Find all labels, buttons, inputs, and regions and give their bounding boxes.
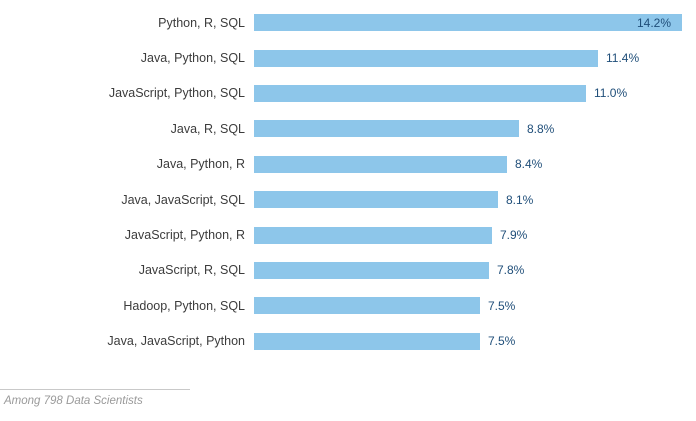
bar-track: 8.1% [254, 191, 696, 209]
bar[interactable] [254, 226, 492, 244]
category-label: Java, JavaScript, SQL [121, 192, 245, 207]
value-label: 11.4% [606, 51, 640, 66]
bar[interactable] [254, 49, 598, 67]
chart-row: Java, JavaScript, Python 7.5% [0, 324, 696, 359]
value-label: 7.9% [500, 228, 528, 243]
bar-track: 11.4% [254, 49, 696, 67]
bar-track: 8.8% [254, 120, 696, 138]
bar[interactable] [254, 261, 489, 279]
bar[interactable] [254, 84, 586, 102]
value-label: 14.2% [637, 15, 672, 30]
value-label: 8.1% [506, 192, 534, 207]
value-label: 7.5% [488, 334, 516, 349]
chart-row: Java, R, SQL 8.8% [0, 111, 696, 146]
value-label: 8.4% [515, 157, 543, 172]
chart-row: Java, Python, R 8.4% [0, 147, 696, 182]
value-label: 7.5% [488, 298, 516, 313]
value-label: 7.8% [497, 263, 525, 278]
category-label: Hadoop, Python, SQL [123, 298, 245, 313]
footnote: Among 798 Data Scientists [4, 395, 143, 407]
bar[interactable] [254, 120, 519, 138]
bar[interactable] [254, 297, 480, 315]
chart-row: JavaScript, Python, R 7.9% [0, 217, 696, 252]
bar[interactable] [254, 191, 498, 209]
bar[interactable] [254, 14, 682, 32]
category-label: Java, R, SQL [170, 121, 245, 136]
bar-track: 7.9% [254, 226, 696, 244]
category-label: Python, R, SQL [158, 15, 245, 30]
category-label: Java, Python, R [156, 157, 245, 172]
category-label: Java, JavaScript, Python [107, 334, 245, 349]
bar-track: 7.5% [254, 332, 696, 350]
bar[interactable] [254, 155, 507, 173]
category-label: JavaScript, R, SQL [138, 263, 245, 278]
chart-row: Java, Python, SQL 11.4% [0, 40, 696, 75]
footer-divider [0, 389, 190, 390]
chart-footer: Among 798 Data Scientists [0, 389, 696, 407]
bar-track: 11.0% [254, 84, 696, 102]
bar-track: 8.4% [254, 155, 696, 173]
category-label: JavaScript, Python, R [124, 228, 245, 243]
category-label: Java, Python, SQL [140, 51, 245, 66]
value-label: 8.8% [527, 121, 555, 136]
chart-row: JavaScript, Python, SQL 11.0% [0, 76, 696, 111]
value-label: 11.0% [594, 86, 628, 101]
bar[interactable] [254, 332, 480, 350]
chart-row: Java, JavaScript, SQL 8.1% [0, 182, 696, 217]
bar-track: 7.8% [254, 261, 696, 279]
bar-track: 14.2% [254, 14, 696, 32]
chart-row: Python, R, SQL 14.2% [0, 5, 696, 40]
bar-track: 7.5% [254, 297, 696, 315]
bar-chart: Python, R, SQL 14.2% Java, Python, SQL 11.4… [0, 5, 696, 359]
chart-row: Hadoop, Python, SQL 7.5% [0, 288, 696, 323]
category-label: JavaScript, Python, SQL [108, 86, 245, 101]
chart-row: JavaScript, R, SQL 7.8% [0, 253, 696, 288]
